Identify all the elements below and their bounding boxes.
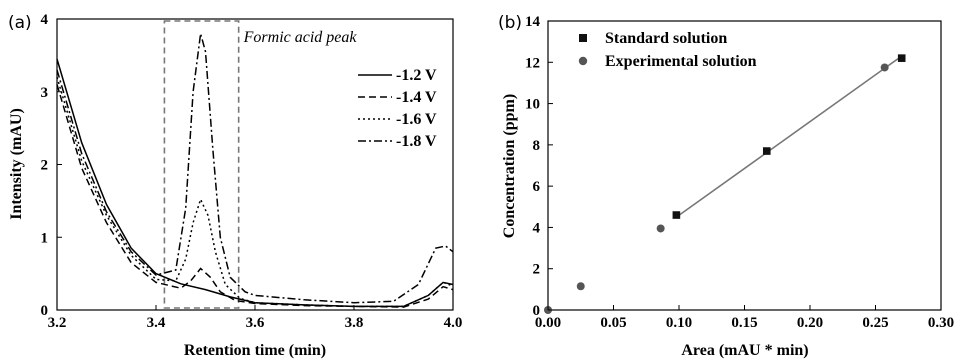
- panel-a-x-ticks: 3.2 3.4 3.6 3.8 4.0: [48, 305, 463, 331]
- x-tick-label: 0.10: [666, 315, 692, 331]
- linear-fit-line: [675, 55, 903, 218]
- x-tick-label: 3.8: [345, 315, 364, 331]
- panel-b-legend: Standard solution Experimental solution: [578, 30, 757, 70]
- legend-marker-square: [579, 34, 587, 42]
- legend-marker-circle: [578, 56, 588, 66]
- x-tick-label: 0.20: [797, 315, 823, 331]
- x-tick-label: 3.2: [48, 315, 67, 331]
- legend-label: Experimental solution: [605, 53, 757, 70]
- legend-label: -1.8 V: [396, 133, 437, 150]
- y-tick-label: 14: [525, 14, 541, 30]
- y-tick-label: 1: [41, 230, 49, 246]
- legend-label: -1.2 V: [396, 67, 437, 84]
- y-tick-label: 10: [525, 97, 540, 113]
- panel-b-points: [544, 54, 906, 314]
- panel-a-plot-frame: [56, 18, 454, 311]
- experimental-solution-point: [576, 282, 585, 291]
- legend-label: Standard solution: [605, 30, 727, 47]
- panel-a-label: (a): [8, 13, 32, 33]
- y-tick-label: 2: [41, 158, 49, 174]
- x-tick-label: 3.6: [246, 315, 265, 331]
- y-tick-label: 2: [533, 262, 541, 278]
- panel-b-label: (b): [498, 13, 522, 33]
- panel-b-x-axis-label: Area (mAU * min): [681, 342, 808, 359]
- y-tick-label: 8: [533, 138, 541, 154]
- curve-dotted: [56, 76, 454, 308]
- y-tick-label: 0: [533, 303, 541, 319]
- curve-dashdot: [56, 33, 454, 304]
- curve-solid: [56, 58, 454, 308]
- x-tick-label: 0.25: [862, 315, 888, 331]
- experimental-solution-point: [656, 224, 665, 233]
- standard-solution-point: [897, 54, 906, 62]
- x-tick-label: 0.05: [600, 315, 626, 331]
- panel-b-y-axis-label: Concentration (ppm): [501, 94, 518, 238]
- x-tick-label: 0.00: [535, 315, 561, 331]
- y-tick-label: 4: [533, 220, 541, 236]
- panel-b: (b) 0.00 0.05 0.10 0.15 0.20 0.25 0.30 0 2 4 6 8 10…: [498, 13, 954, 359]
- experimental-solution-point: [880, 63, 889, 72]
- x-tick-label: 0.15: [731, 315, 757, 331]
- curve-dashed: [56, 84, 454, 308]
- panel-a: (a) Formic acid peak 3.2 3.4 3.6 3.8 4.0 0 1 2…: [8, 12, 462, 359]
- x-tick-label: 3.4: [147, 315, 166, 331]
- legend-label: -1.6 V: [396, 111, 437, 128]
- standard-solution-point: [672, 211, 681, 219]
- formic-acid-annotation: Formic acid peak: [243, 29, 358, 46]
- panel-a-x-axis-label: Retention time (min): [184, 342, 326, 359]
- y-tick-label: 12: [525, 55, 540, 71]
- y-tick-label: 6: [533, 179, 541, 195]
- panel-a-y-ticks: 0 1 2 3 4: [41, 12, 62, 319]
- legend-label: -1.4 V: [396, 89, 437, 106]
- standard-solution-point: [762, 147, 771, 155]
- y-tick-label: 0: [41, 303, 49, 319]
- panel-a-y-axis-label: Intensity (mAU): [8, 108, 25, 220]
- y-tick-label: 3: [41, 85, 49, 101]
- panel-b-x-ticks: 0.00 0.05 0.10 0.15 0.20 0.25 0.30: [535, 305, 954, 331]
- x-tick-label: 4.0: [444, 315, 463, 331]
- panel-a-legend: -1.2 V -1.4 V -1.6 V -1.8 V: [358, 67, 437, 150]
- x-tick-label: 0.30: [928, 315, 954, 331]
- panel-a-curves: [56, 33, 454, 308]
- panel-b-y-ticks: 0 2 4 6 8 10 12 14: [525, 14, 553, 319]
- y-tick-label: 4: [41, 12, 49, 28]
